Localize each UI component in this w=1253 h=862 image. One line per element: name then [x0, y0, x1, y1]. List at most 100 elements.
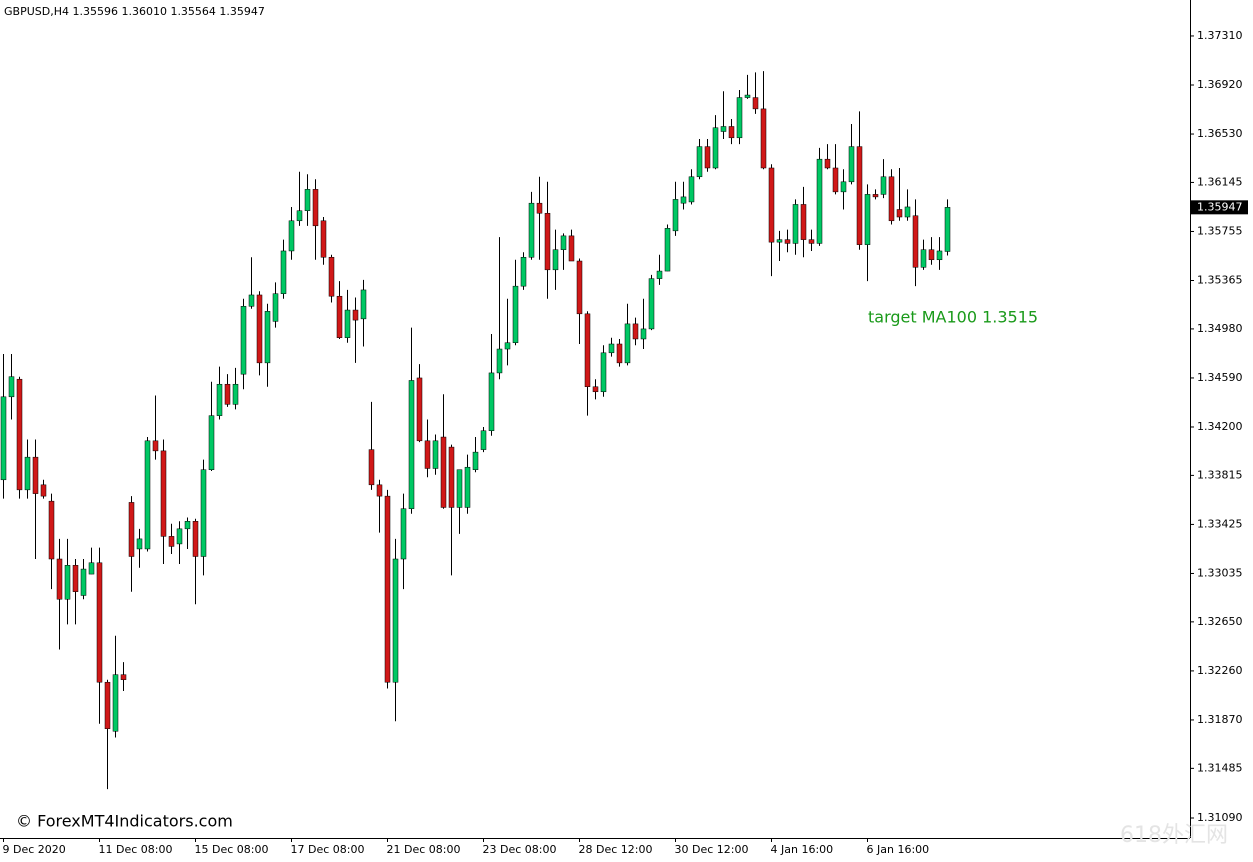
candle-body [0, 396, 7, 481]
candle-body [216, 383, 223, 416]
y-tick-label: 1.33425 [1197, 517, 1243, 530]
y-tick-label: 1.35365 [1197, 274, 1243, 287]
candle-body [752, 97, 759, 110]
candle-body [184, 521, 191, 530]
candle-body [32, 456, 39, 494]
candle-body [360, 289, 367, 320]
candle-body [928, 249, 935, 261]
y-tick-label: 1.37310 [1197, 29, 1243, 42]
candle-body [576, 260, 583, 315]
candle-body [328, 256, 335, 297]
candle-body [120, 674, 127, 680]
y-tick-label: 1.34200 [1197, 420, 1243, 433]
candle-body [496, 348, 503, 374]
candle-body [512, 285, 519, 343]
y-tick-label: 1.31090 [1197, 811, 1243, 824]
candle-body [240, 306, 247, 375]
candle-body [88, 562, 95, 575]
candle-body [736, 97, 743, 139]
candle-body [552, 249, 559, 271]
candle-body [48, 500, 55, 560]
candle-body [488, 372, 495, 432]
candle-body [848, 146, 855, 183]
annotation: target MA100 1.3515 [868, 308, 1038, 327]
candle-body [104, 681, 111, 729]
candle-body [792, 204, 799, 244]
candle-body [368, 449, 375, 486]
candle-body [176, 528, 183, 545]
candle-body [344, 309, 351, 338]
candle-body [352, 309, 359, 321]
y-tick-label: 1.32260 [1197, 664, 1243, 677]
candle-body [760, 108, 767, 169]
candle-body [592, 386, 599, 393]
candle-body [776, 239, 783, 243]
candle-body [224, 383, 231, 405]
candle-body [664, 228, 671, 272]
candle-body [816, 158, 823, 244]
watermark: © ForexMT4Indicators.com [16, 812, 233, 831]
x-tick-label: 15 Dec 08:00 [195, 843, 269, 856]
candle-body [376, 484, 383, 497]
y-tick-label: 1.33815 [1197, 468, 1243, 481]
candle-body [648, 278, 655, 330]
x-tick-label: 11 Dec 08:00 [99, 843, 173, 856]
candle-body [16, 378, 23, 491]
candle-body [880, 176, 887, 195]
candle-body [160, 450, 167, 537]
candle-body [568, 235, 575, 262]
candle-body [912, 215, 919, 268]
candle-body [696, 146, 703, 178]
y-tick-label: 1.36920 [1197, 78, 1243, 91]
candle-body [472, 451, 479, 470]
candle-body [112, 674, 119, 732]
candle-body [72, 565, 79, 592]
candle-body [96, 562, 103, 683]
candle-body [400, 508, 407, 560]
candle-body [144, 440, 151, 550]
x-tick-label: 4 Jan 16:00 [771, 843, 834, 856]
last-price-label: 1.35947 [1197, 200, 1243, 213]
candle-body [904, 206, 911, 218]
candle-body [272, 293, 279, 322]
candle-body [336, 295, 343, 338]
candle-body [232, 383, 239, 405]
y-tick-label: 1.33035 [1197, 566, 1243, 579]
candle-body [448, 446, 455, 508]
y-tick-label: 1.31485 [1197, 761, 1243, 774]
candle-body [688, 176, 695, 203]
y-tick-label: 1.34980 [1197, 322, 1243, 335]
last-price-box [1191, 200, 1248, 215]
candle-body [720, 126, 727, 132]
x-tick-label: 21 Dec 08:00 [387, 843, 461, 856]
candle-body [560, 235, 567, 250]
candle-body [608, 343, 615, 354]
candle-body [64, 565, 71, 600]
candle-body [128, 502, 135, 557]
candle-body [280, 250, 287, 294]
y-tick-label: 1.35755 [1197, 224, 1243, 237]
candle-body [80, 568, 87, 596]
corner-watermark: 618外汇网 [1120, 823, 1228, 848]
candle-body [712, 127, 719, 169]
candle-body [728, 126, 735, 139]
candle-body [288, 220, 295, 252]
candle-body [136, 538, 143, 550]
candle-body [256, 294, 263, 364]
candle-body [464, 466, 471, 508]
candle-body [456, 469, 463, 508]
candle-body [432, 440, 439, 469]
candle-body [424, 440, 431, 469]
candle-body [8, 376, 15, 398]
candle-body [784, 239, 791, 244]
candle-body [416, 377, 423, 442]
candle-body [40, 484, 47, 497]
y-tick-label: 1.31870 [1197, 713, 1243, 726]
x-tick-label: 6 Jan 16:00 [867, 843, 930, 856]
candle-body [808, 239, 815, 244]
y-tick-label: 1.34590 [1197, 371, 1243, 384]
candle-body [296, 210, 303, 222]
candle-body [768, 167, 775, 243]
